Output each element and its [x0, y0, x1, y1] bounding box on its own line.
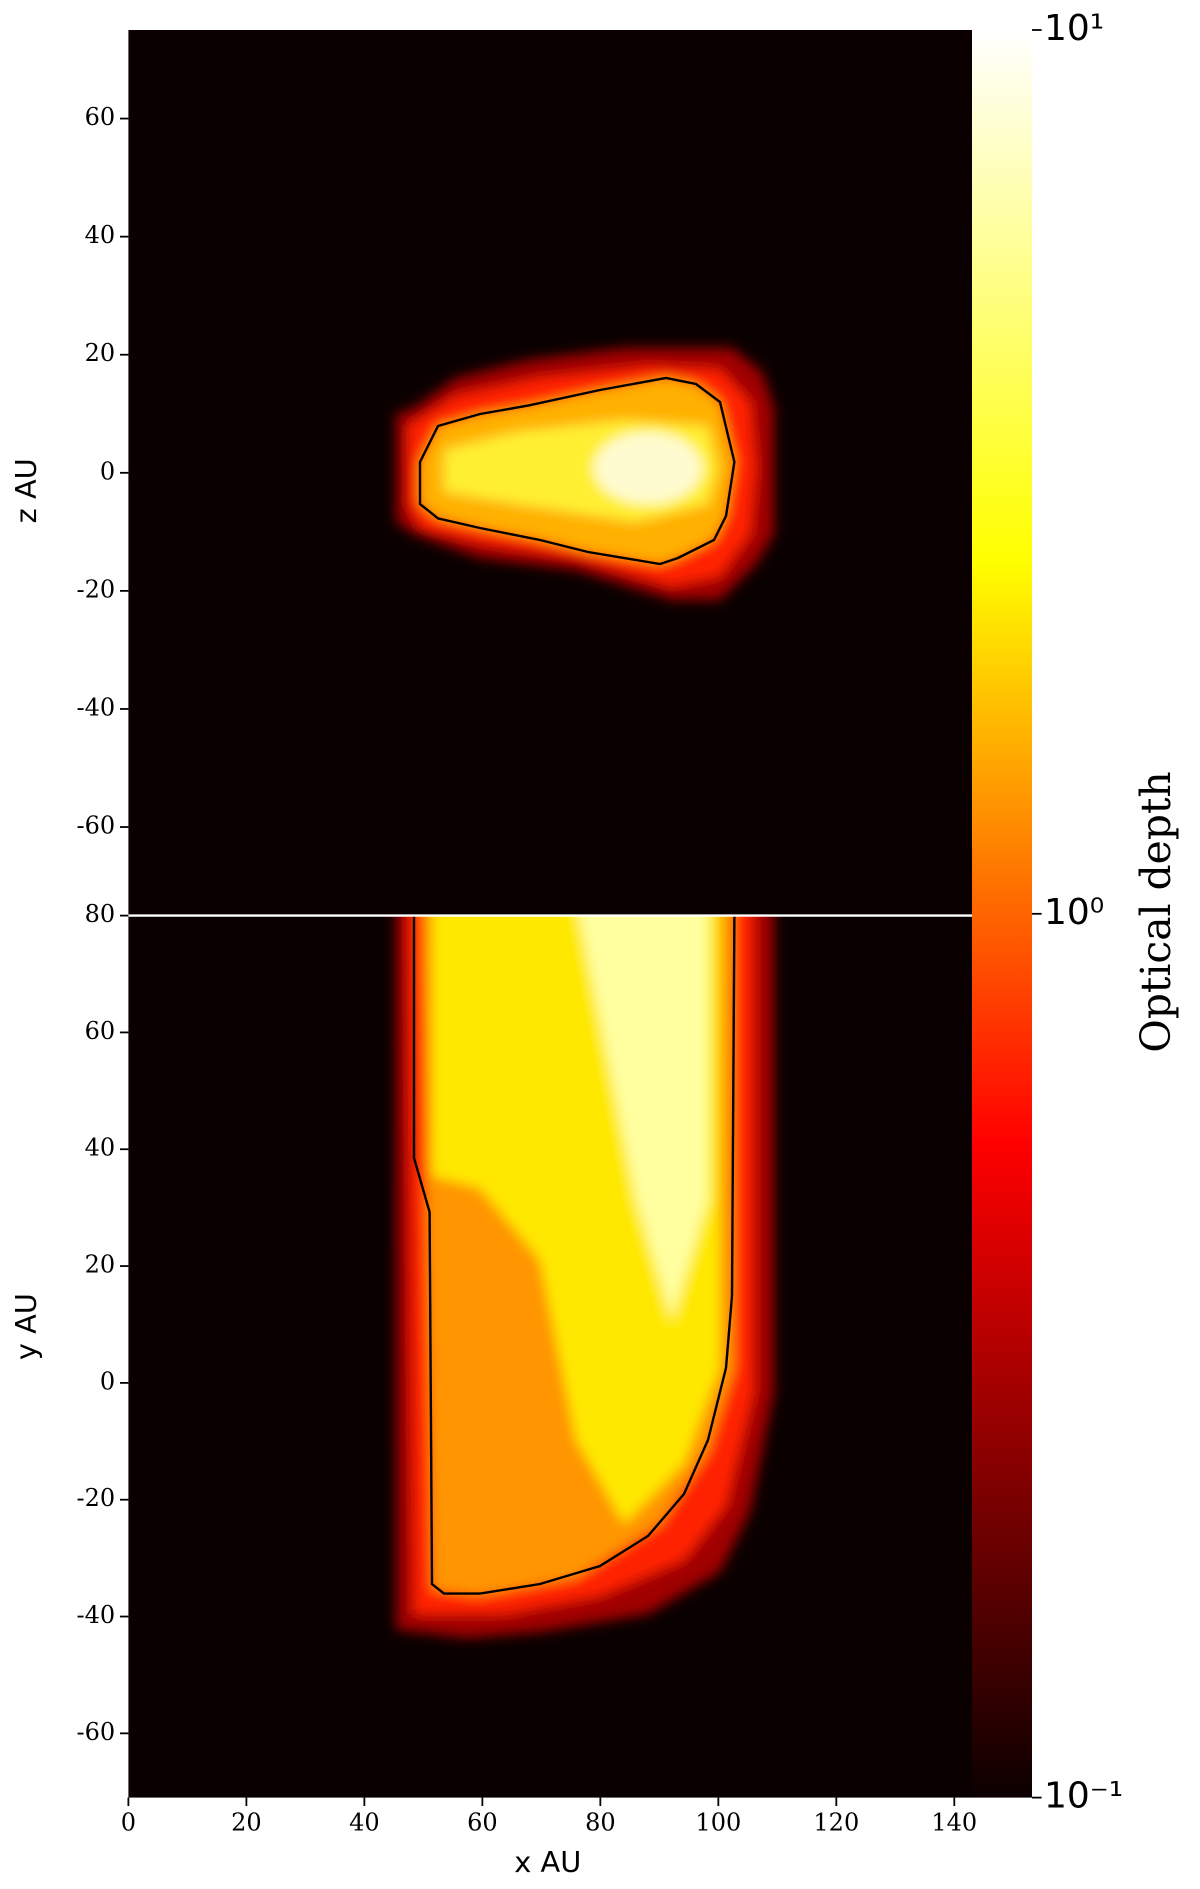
x-tick-label: 20	[231, 1809, 262, 1837]
x-tick-label: 120	[813, 1809, 859, 1837]
colorbar	[972, 30, 1032, 1798]
x-axis-label: x AU	[514, 1845, 581, 1879]
y-tick-label: -40	[77, 1601, 116, 1629]
y-tick-label: -60	[77, 812, 116, 840]
y-tick-label: -40	[77, 693, 116, 721]
y-tick-label: 0	[100, 457, 115, 485]
x-tick-label: 40	[349, 1809, 380, 1837]
y-tick-label: 40	[85, 1134, 116, 1162]
plot-area: -60 -40 -20 0 20 40 60 z AU -60 -40 -20 0 20 40 60 80 0 2…	[9, 8, 1180, 1879]
y-axis-label: z AU	[9, 458, 43, 523]
y-tick-label: -60	[77, 1718, 116, 1746]
colorbar-tick-label: 10⁻¹	[1044, 1776, 1123, 1817]
contour	[418, 376, 736, 566]
y-tick-label: 80	[85, 900, 116, 928]
y-tick-label: -20	[77, 1484, 116, 1512]
contour	[412, 915, 736, 1595]
colorbar-tick-label: 10⁰	[1044, 892, 1104, 933]
x-tick-label: 60	[467, 1809, 498, 1837]
y-tick-label: -20	[77, 575, 116, 603]
bottom-map	[396, 915, 775, 1639]
y-axis-label: y AU	[9, 1293, 43, 1360]
y-tick-label: 20	[85, 339, 116, 367]
y-tick-label: 60	[85, 1017, 116, 1045]
top-map	[396, 348, 775, 600]
x-tick-label: 80	[585, 1809, 616, 1837]
y-tick-label: 60	[85, 103, 116, 131]
y-tick-label: 20	[85, 1251, 116, 1279]
x-tick-label: 100	[695, 1809, 741, 1837]
x-tick-label: 140	[931, 1809, 977, 1837]
y-tick-label: 0	[100, 1367, 115, 1395]
colorbar-tick-label: 10¹	[1044, 8, 1104, 49]
y-tick-label: 40	[85, 221, 116, 249]
colorbar-label: Optical depth	[1132, 771, 1180, 1052]
x-tick-label: 0	[121, 1809, 136, 1837]
